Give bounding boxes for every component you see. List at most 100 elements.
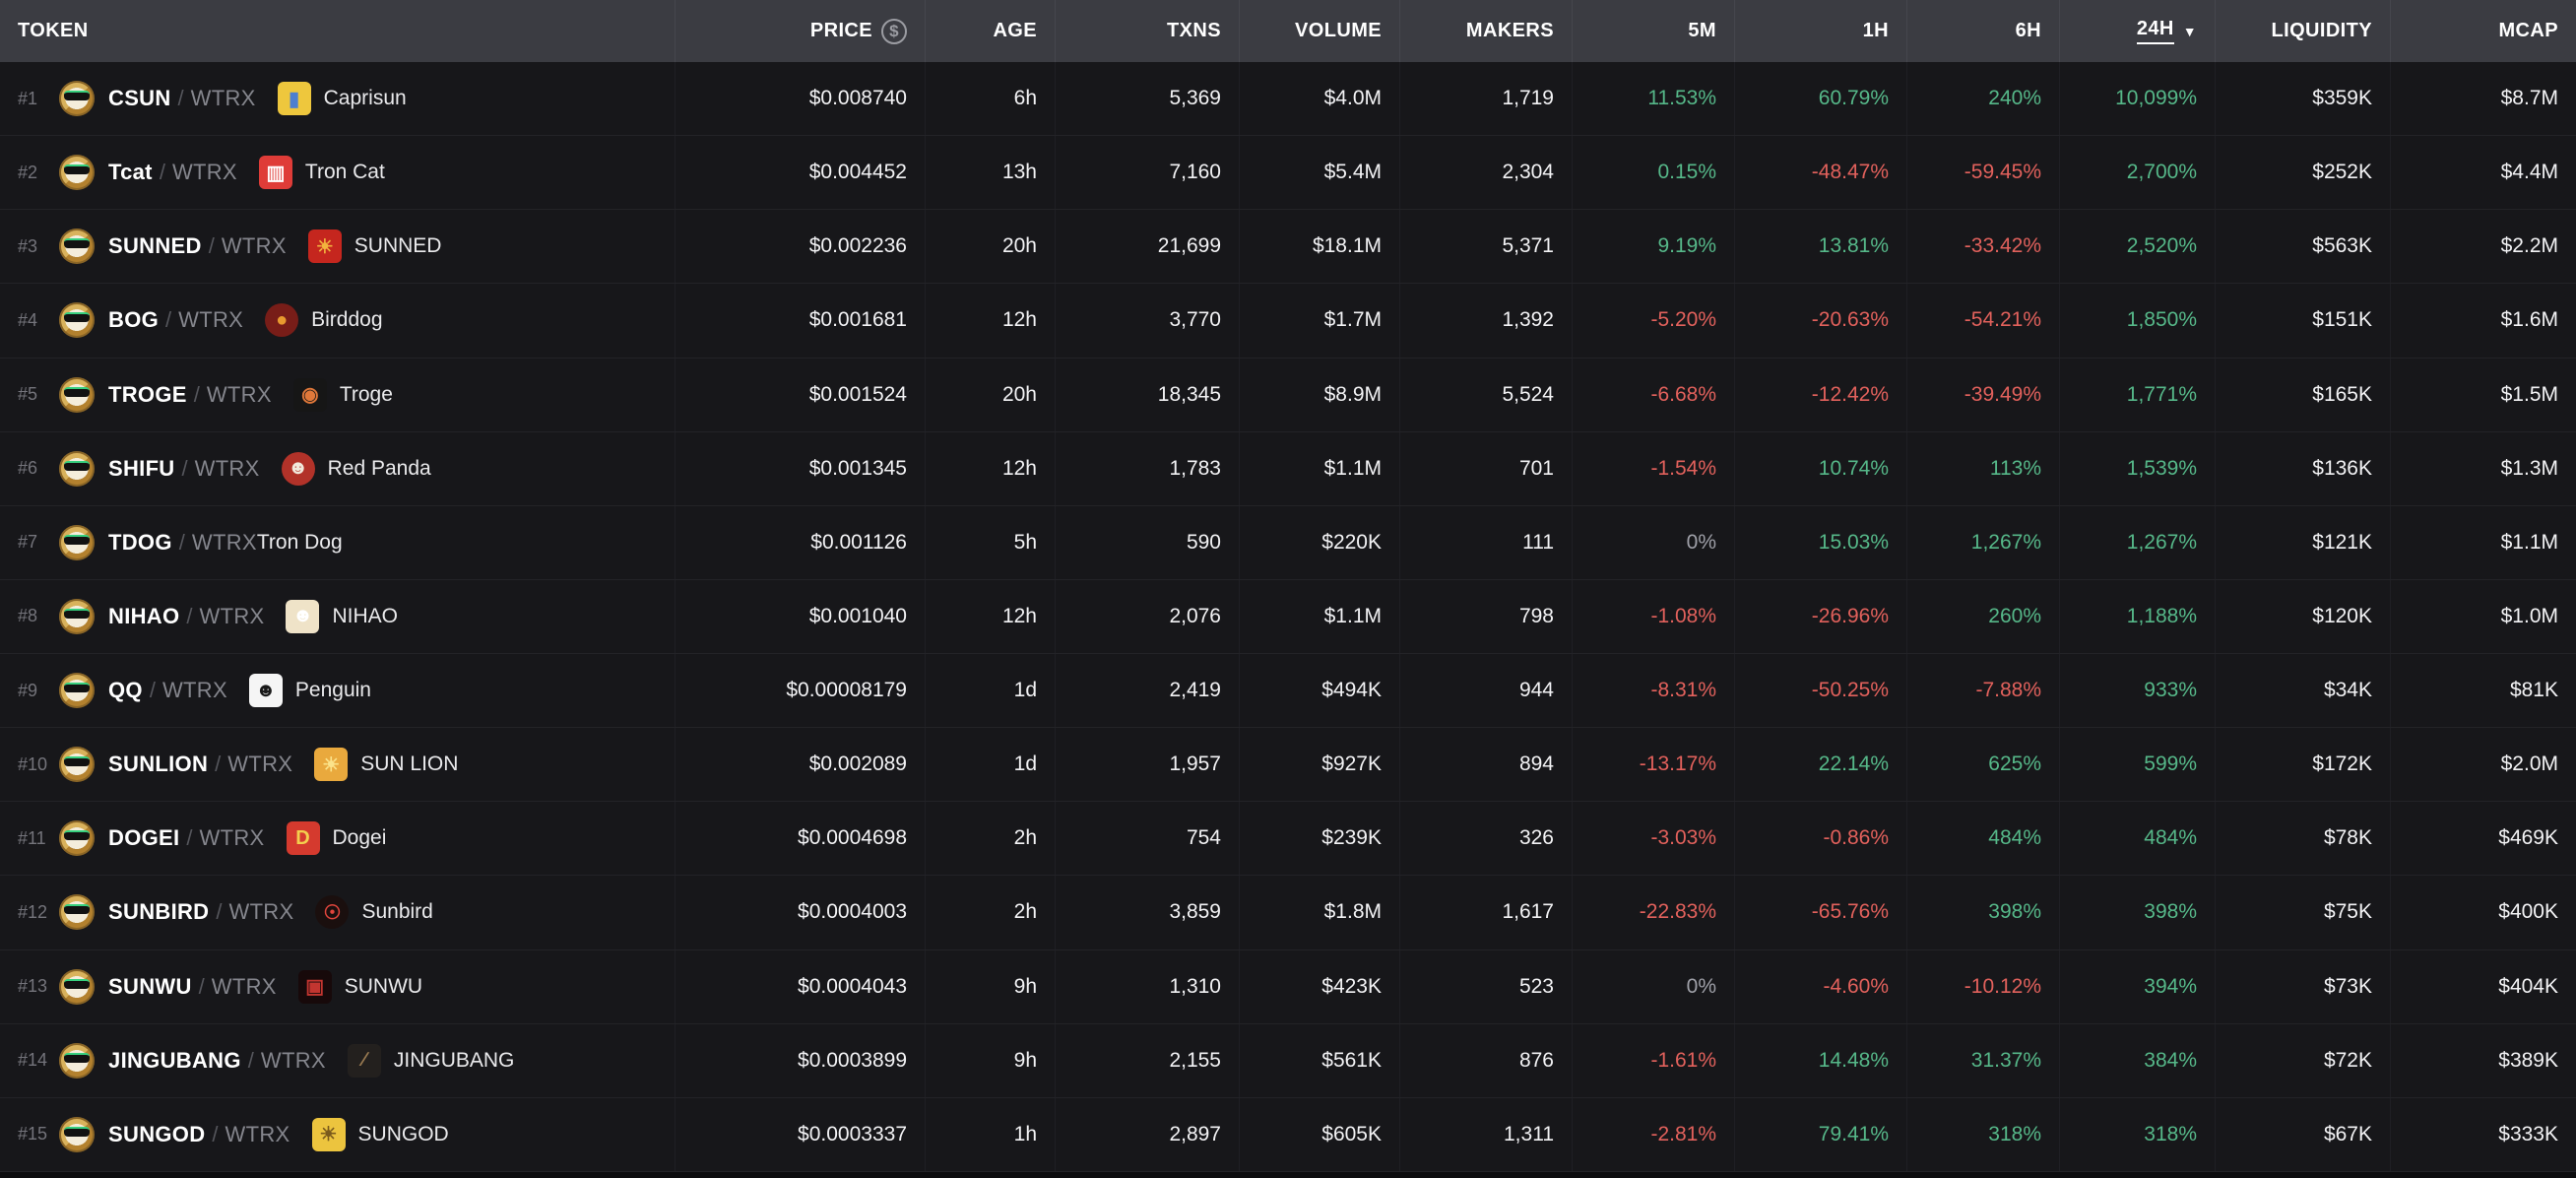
column-header-24h-active-sort[interactable]: 24H ▼ [2059, 0, 2215, 62]
column-header-label: LIQUIDITY [2271, 20, 2372, 41]
table-row[interactable]: #2 Tcat / WTRX ▥ Tron Cat $0.004452 13h … [0, 136, 2576, 211]
token-cell[interactable]: #14 JINGUBANG / WTRX ∕ JINGUBANG [0, 1024, 675, 1097]
liquidity-cell: $67K [2215, 1097, 2390, 1171]
table-row[interactable]: #12 SUNBIRD / WTRX ☉ Sunbird $0.0004003 … [0, 876, 2576, 950]
token-symbol: SUNNED [108, 233, 202, 259]
column-header-liquidity[interactable]: LIQUIDITY [2215, 0, 2390, 62]
price-cell: $0.0004698 [675, 802, 925, 876]
table-row[interactable]: #11 DOGEI / WTRX D Dogei $0.0004698 2h 7… [0, 802, 2576, 877]
change-24h-cell: 1,850% [2059, 284, 2215, 358]
change-5m-cell: -1.08% [1572, 579, 1734, 653]
volume-cell: $561K [1239, 1023, 1399, 1097]
liquidity-cell: $172K [2215, 728, 2390, 802]
column-header-mcap[interactable]: MCAP [2390, 0, 2576, 62]
change-1h-cell: -48.47% [1734, 136, 1906, 210]
age-cell: 1d [925, 654, 1055, 728]
change-1h-cell: -65.76% [1734, 876, 1906, 949]
token-cell[interactable]: #2 Tcat / WTRX ▥ Tron Cat [0, 136, 675, 209]
mcap-cell: $4.4M [2390, 136, 2576, 210]
token-cell[interactable]: #6 SHIFU / WTRX ☻ Red Panda [0, 432, 675, 505]
liquidity-cell: $136K [2215, 431, 2390, 505]
change-6h-cell: 318% [1906, 1097, 2059, 1171]
sunpump-coin-icon [59, 894, 96, 931]
age-cell: 20h [925, 210, 1055, 284]
token-logo: ∕ [347, 1043, 381, 1078]
mcap-cell: $333K [2390, 1097, 2576, 1171]
table-row[interactable]: #4 BOG / WTRX ● Birddog $0.001681 12h 3,… [0, 284, 2576, 359]
txns-cell: 754 [1055, 802, 1239, 876]
mcap-cell: $1.6M [2390, 284, 2576, 358]
token-cell[interactable]: #8 NIHAO / WTRX ☻ NIHAO [0, 580, 675, 653]
dollar-coin-icon[interactable]: $ [881, 18, 907, 44]
age-cell: 5h [925, 505, 1055, 579]
token-cell[interactable]: #10 SUNLION / WTRX ☀ SUN LION [0, 728, 675, 801]
table-row[interactable]: #13 SUNWU / WTRX ▣ SUNWU $0.0004043 9h 1… [0, 949, 2576, 1024]
token-symbol: JINGUBANG [108, 1047, 241, 1073]
table-row[interactable]: #15 SUNGOD / WTRX ☀ SUNGOD $0.0003337 1h… [0, 1097, 2576, 1172]
table-row[interactable]: #7 TDOG / WTRX Tron Dog $0.001126 5h 590… [0, 505, 2576, 580]
quote-symbol: WTRX [260, 1047, 326, 1073]
change-24h-cell: 933% [2059, 654, 2215, 728]
column-header-6h[interactable]: 6H [1906, 0, 2059, 62]
column-header-volume[interactable]: VOLUME [1239, 0, 1399, 62]
table-row[interactable]: #5 TROGE / WTRX ◉ Troge $0.001524 20h 18… [0, 358, 2576, 432]
liquidity-cell: $165K [2215, 358, 2390, 431]
liquidity-cell: $78K [2215, 802, 2390, 876]
sunglasses-icon [64, 1052, 91, 1063]
makers-cell: 5,371 [1399, 210, 1572, 284]
column-header-txns[interactable]: TXNS [1055, 0, 1239, 62]
sunglasses-icon [64, 534, 90, 545]
price-cell: $0.0003899 [675, 1023, 925, 1097]
volume-cell: $220K [1239, 505, 1399, 579]
table-row[interactable]: #9 QQ / WTRX ☻ Penguin $0.00008179 1d 2,… [0, 654, 2576, 729]
change-24h-cell: 1,267% [2059, 505, 2215, 579]
token-cell[interactable]: #11 DOGEI / WTRX D Dogei [0, 802, 675, 875]
txns-cell: 18,345 [1055, 358, 1239, 431]
token-cell[interactable]: #1 CSUN / WTRX ▮ Caprisun [0, 62, 675, 135]
sunpump-coin-icon [59, 820, 95, 857]
table-row[interactable]: #3 SUNNED / WTRX ☀ SUNNED $0.002236 20h … [0, 210, 2576, 285]
token-cell[interactable]: #9 QQ / WTRX ☻ Penguin [0, 654, 675, 727]
pair-separator: / [159, 160, 165, 185]
change-5m-cell: -1.61% [1572, 1023, 1734, 1097]
token-logo: ☻ [248, 674, 283, 708]
column-header-price[interactable]: PRICE $ [675, 0, 925, 62]
column-header-token[interactable]: TOKEN [0, 0, 675, 62]
table-row[interactable]: #14 JINGUBANG / WTRX ∕ JINGUBANG $0.0003… [0, 1023, 2576, 1098]
token-symbol: TROGE [108, 381, 187, 407]
token-cell[interactable]: #15 SUNGOD / WTRX ☀ SUNGOD [0, 1098, 675, 1171]
change-24h-cell: 1,188% [2059, 579, 2215, 653]
sunglasses-icon [64, 978, 91, 989]
table-row[interactable]: #10 SUNLION / WTRX ☀ SUN LION $0.002089 … [0, 728, 2576, 803]
age-cell: 2h [925, 802, 1055, 876]
change-5m-cell: -2.81% [1572, 1097, 1734, 1171]
price-cell: $0.001345 [675, 431, 925, 505]
token-cell[interactable]: #3 SUNNED / WTRX ☀ SUNNED [0, 210, 675, 283]
table-row[interactable]: #8 NIHAO / WTRX ☻ NIHAO $0.001040 12h 2,… [0, 579, 2576, 654]
mcap-cell: $1.5M [2390, 358, 2576, 431]
column-header-1h[interactable]: 1H [1734, 0, 1906, 62]
change-5m-cell: -13.17% [1572, 728, 1734, 802]
column-header-makers[interactable]: MAKERS [1399, 0, 1572, 62]
change-24h-cell: 599% [2059, 728, 2215, 802]
token-cell[interactable]: #13 SUNWU / WTRX ▣ SUNWU [0, 950, 675, 1023]
table-row[interactable]: #1 CSUN / WTRX ▮ Caprisun $0.008740 6h 5… [0, 62, 2576, 137]
token-cell[interactable]: #7 TDOG / WTRX Tron Dog [0, 506, 675, 579]
token-symbol: SUNWU [108, 973, 192, 999]
column-header-age[interactable]: AGE [925, 0, 1055, 62]
rank-label: #11 [18, 827, 46, 848]
column-header-label: TXNS [1167, 20, 1221, 41]
column-header-5m[interactable]: 5M [1572, 0, 1734, 62]
rank-label: #10 [18, 753, 48, 774]
change-1h-cell: 10.74% [1734, 431, 1906, 505]
token-cell[interactable]: #12 SUNBIRD / WTRX ☉ Sunbird [0, 876, 675, 949]
change-6h-cell: -10.12% [1906, 949, 2059, 1023]
token-cell[interactable]: #4 BOG / WTRX ● Birddog [0, 284, 675, 357]
sunpump-coin-icon [59, 598, 95, 634]
liquidity-cell: $34K [2215, 654, 2390, 728]
token-symbol: TDOG [108, 529, 172, 555]
token-cell[interactable]: #5 TROGE / WTRX ◉ Troge [0, 359, 675, 431]
sunglasses-icon [64, 460, 90, 471]
txns-cell: 1,783 [1055, 431, 1239, 505]
table-row[interactable]: #6 SHIFU / WTRX ☻ Red Panda $0.001345 12… [0, 431, 2576, 506]
